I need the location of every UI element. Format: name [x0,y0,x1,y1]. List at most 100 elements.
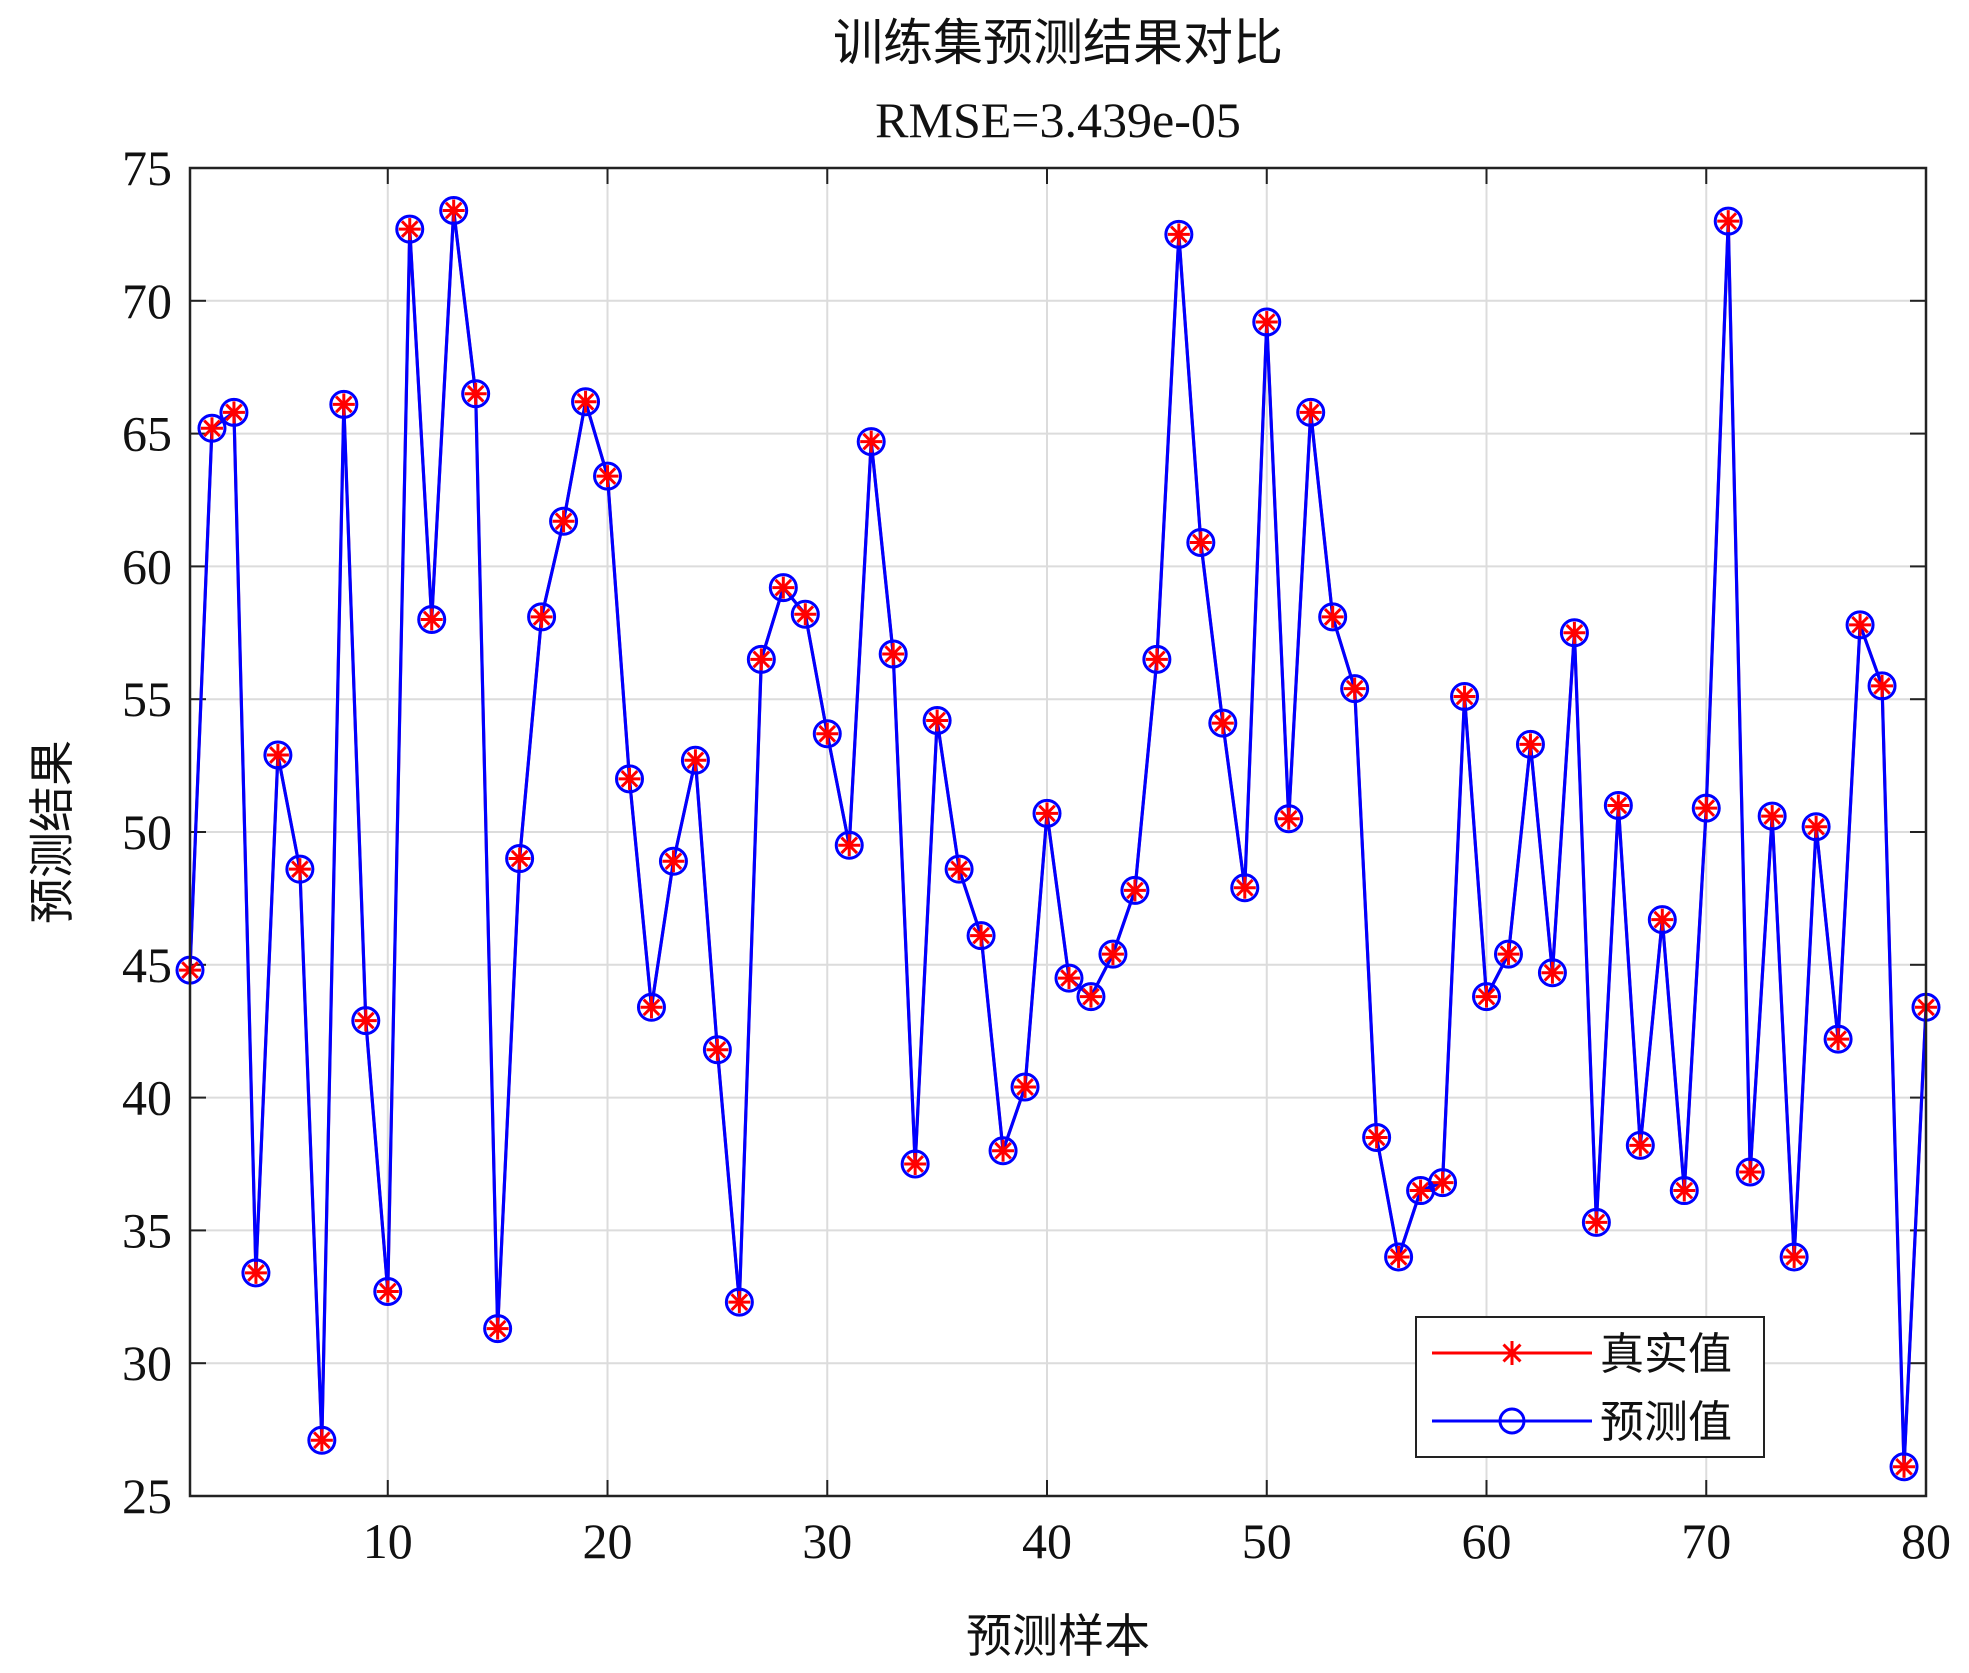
true-value-point [772,576,795,599]
true-value-point [1409,1179,1432,1202]
predicted-value-point [505,844,535,874]
asterisk-stroke [1499,945,1518,964]
legend-asterisk-marker [1500,1341,1524,1365]
asterisk-stroke [1609,796,1628,815]
asterisk-stroke [774,578,793,597]
asterisk-stroke [928,711,946,730]
predicted-value-point [197,413,227,443]
predicted-value-point [483,1314,513,1344]
true-value-point [332,393,355,416]
true-value-point [1783,1245,1806,1268]
true-value-point [816,722,839,745]
true-value-point [1717,210,1740,233]
true-value-point [1563,621,1586,644]
true-value-point [1123,879,1146,902]
asterisk-stroke [334,395,353,414]
y-tick-label: 45 [122,937,172,993]
true-value-point [926,709,949,732]
predicted-value-point [680,745,710,775]
true-value-point [1365,1126,1388,1149]
predicted-value-point [527,602,557,632]
asterisk-stroke [1653,910,1672,929]
asterisk-stroke [1279,809,1298,828]
predicted-value-point [1164,219,1194,249]
predicted-value-point [373,1276,403,1306]
legend-box [1415,1316,1765,1458]
asterisk-stroke [1502,1343,1522,1363]
predicted-value-point [1735,1157,1765,1187]
predicted-value-point [417,605,447,635]
true-value-point [618,767,641,790]
predicted-value-point [746,644,776,674]
asterisk-stroke [1433,1173,1452,1192]
predicted-value-point [1625,1130,1655,1160]
y-tick-label: 55 [122,671,172,727]
y-tick-label: 50 [122,804,172,860]
legend-asterisk [1500,1341,1524,1365]
true-value-point [1893,1455,1916,1478]
predicted-value-point [1713,206,1743,236]
asterisk-stroke [1235,878,1254,897]
predicted-value-point [1515,729,1545,759]
asterisk-stroke [796,605,815,624]
predicted-value-point [461,379,491,409]
predicted-value-point [571,387,601,417]
asterisk-stroke [1213,714,1232,732]
asterisk-stroke [1148,650,1166,669]
true-value-point [398,218,421,241]
asterisk-stroke [532,608,551,626]
predicted-value-point [812,719,842,749]
true-value-point [948,858,971,881]
asterisk-stroke [1807,817,1825,836]
predicted-value-point [1384,1242,1414,1272]
predicted-value-point [285,854,315,884]
asterisk-stroke [1895,1457,1913,1476]
asterisk-stroke [378,1282,397,1301]
true-value-point [1233,876,1256,899]
asterisk-stroke [1455,687,1474,706]
x-tick-label: 60 [1462,1513,1512,1569]
true-value-point [244,1261,267,1284]
true-value-point [442,199,465,222]
asterisk-stroke [994,1141,1012,1160]
x-tick-label: 20 [583,1513,633,1569]
asterisk-stroke [1126,881,1144,900]
predicted-value-point [1032,798,1062,828]
predicted-value-point [1318,602,1348,632]
true-value-point [992,1139,1015,1162]
predicted-value-point [1010,1072,1040,1102]
true-value-point [508,847,531,870]
predicted-value-point [768,573,798,603]
predicted-value-point [1603,790,1633,820]
predicted-value-point [1581,1207,1611,1237]
x-tick-label: 70 [1681,1513,1731,1569]
asterisk-stroke [840,836,859,855]
series-line-predicted [188,208,1928,1469]
predicted-value-point [1647,905,1677,935]
asterisk-stroke [620,770,639,788]
predicted-value-point [1889,1452,1919,1482]
asterisk-stroke [686,751,705,770]
predicted-value-point [636,992,666,1022]
asterisk-stroke [1060,969,1078,987]
asterisk-stroke [884,645,903,663]
asterisk-stroke [1170,225,1188,244]
asterisk-stroke [642,998,661,1017]
asterisk-stroke [400,220,419,238]
predicted-value-point [1076,982,1106,1012]
predicted-value-point [1098,939,1128,969]
series-lines [188,208,1928,1469]
predicted-value-point [944,854,974,884]
predicted-value-point [549,506,579,536]
predicted-value-point [1208,708,1238,738]
predicted-value-point [834,830,864,860]
true-value-point [860,430,883,453]
y-tick-label: 35 [122,1202,172,1258]
asterisk-stroke [972,926,990,945]
y-tick-label: 65 [122,406,172,462]
true-value-point [1695,797,1718,820]
asterisk-stroke [247,1264,265,1282]
true-value-point [1145,648,1168,671]
y-tick-label: 25 [122,1468,172,1524]
